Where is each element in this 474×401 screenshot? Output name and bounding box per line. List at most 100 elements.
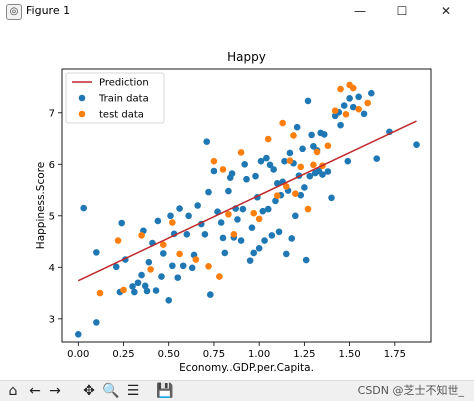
test-data-point bbox=[176, 250, 183, 258]
legend-train-marker bbox=[78, 94, 86, 102]
train-data-point bbox=[266, 161, 274, 169]
navigation-toolbar: ⌂ ← → ✥ 🔍 ☰ 💾 CSDN @芝士不知世_ bbox=[0, 380, 474, 401]
test-data-point bbox=[120, 286, 127, 294]
test-data-point bbox=[364, 99, 371, 107]
train-data-point bbox=[368, 89, 375, 97]
train-data-point bbox=[179, 262, 187, 270]
train-data-point bbox=[214, 208, 221, 215]
train-data-point bbox=[288, 235, 296, 242]
test-data-point bbox=[210, 157, 218, 165]
forward-arrow-icon[interactable]: → bbox=[49, 383, 61, 399]
legend-test-marker bbox=[78, 110, 86, 118]
train-data-point bbox=[263, 154, 270, 162]
train-data-point bbox=[324, 168, 332, 175]
x-tick-label: 1.25 bbox=[293, 349, 315, 360]
minimize-button[interactable]: — bbox=[354, 4, 366, 18]
maximize-button[interactable]: ☐ bbox=[396, 4, 408, 18]
train-data-point bbox=[344, 157, 352, 165]
axes-frame bbox=[61, 68, 432, 343]
test-data-point bbox=[324, 142, 332, 150]
train-data-point bbox=[252, 172, 259, 180]
test-data-point bbox=[337, 85, 344, 93]
x-tick-label: 0.75 bbox=[203, 349, 225, 360]
train-data-point bbox=[319, 171, 326, 178]
train-data-point bbox=[346, 95, 353, 102]
train-data-point bbox=[281, 157, 288, 165]
test-data-point bbox=[282, 183, 290, 190]
x-tick-label: 1.75 bbox=[384, 349, 406, 360]
test-data-point bbox=[225, 210, 232, 218]
train-data-point bbox=[74, 330, 82, 338]
train-data-point bbox=[194, 202, 201, 209]
train-data-point bbox=[217, 219, 225, 226]
zoom-icon[interactable]: 🔍 bbox=[102, 383, 120, 399]
train-data-point bbox=[228, 170, 236, 177]
train-data-point bbox=[250, 249, 258, 257]
train-data-point bbox=[185, 212, 192, 220]
configure-subplots-icon[interactable]: ☰ bbox=[126, 383, 140, 399]
test-data-point bbox=[255, 215, 263, 223]
train-data-point bbox=[143, 287, 151, 295]
chart-svg: Happy 0.00 0.25 0.50 0.75 1.00 1.25 1.50 1.75 3 4 5… bbox=[35, 50, 432, 374]
x-axis-label: Economy..GDP.per.Capita. bbox=[179, 362, 314, 374]
train-data-point bbox=[134, 279, 142, 287]
train-data-point bbox=[145, 258, 153, 266]
pan-icon[interactable]: ✥ bbox=[83, 383, 95, 399]
train-data-point bbox=[328, 194, 335, 202]
train-data-point bbox=[152, 287, 160, 294]
train-data-point bbox=[129, 283, 136, 290]
train-data-point bbox=[293, 123, 301, 131]
save-icon[interactable]: 💾 bbox=[156, 383, 174, 399]
test-data-point bbox=[250, 209, 258, 217]
back-arrow-icon[interactable]: ← bbox=[29, 383, 41, 399]
train-data-point bbox=[241, 160, 248, 168]
train-data-point bbox=[413, 141, 420, 149]
test-data-point bbox=[310, 161, 317, 169]
prediction-line bbox=[77, 120, 417, 282]
train-data-point bbox=[360, 110, 368, 118]
home-icon[interactable]: ⌂ bbox=[8, 383, 18, 399]
x-tick-label: 1.50 bbox=[338, 349, 360, 360]
train-data-point bbox=[302, 256, 310, 264]
train-data-point bbox=[246, 257, 254, 264]
train-data-point bbox=[248, 224, 256, 231]
train-data-point bbox=[165, 296, 173, 304]
train-data-point bbox=[118, 219, 125, 227]
train-data-point bbox=[304, 97, 312, 105]
train-data-point bbox=[158, 273, 165, 280]
close-button[interactable]: ✕ bbox=[440, 4, 452, 18]
test-data-point bbox=[219, 166, 227, 173]
train-data-point bbox=[201, 231, 209, 238]
train-data-point bbox=[308, 131, 315, 139]
test-data-point bbox=[292, 190, 299, 197]
x-tick-label: 0.50 bbox=[158, 349, 180, 360]
x-tick-label: 1.00 bbox=[248, 349, 270, 360]
test-data-point bbox=[331, 107, 339, 115]
test-data-point bbox=[138, 232, 145, 239]
train-data-point bbox=[270, 166, 277, 173]
train-data-point bbox=[355, 93, 362, 101]
plot-area: Happy 0.00 0.25 0.50 0.75 1.00 1.25 1.50 1.75 3 4 5… bbox=[0, 22, 474, 380]
test-data-point bbox=[237, 149, 245, 156]
train-data-point bbox=[80, 204, 88, 212]
test-data-point bbox=[159, 241, 167, 248]
test-data-point bbox=[273, 192, 281, 200]
train-data-point bbox=[237, 237, 245, 244]
y-tick-label: 7 bbox=[49, 108, 55, 119]
test-data-point bbox=[114, 237, 122, 244]
train-data-point bbox=[210, 167, 218, 175]
x-tick-label: 0.00 bbox=[67, 349, 89, 360]
train-data-point bbox=[264, 205, 272, 213]
legend-test-label: test data bbox=[99, 110, 144, 121]
train-data-point bbox=[272, 197, 279, 205]
test-data-point bbox=[192, 256, 200, 263]
test-data-point bbox=[205, 262, 212, 270]
train-data-point bbox=[183, 231, 191, 238]
y-tick-label: 3 bbox=[49, 314, 55, 325]
chart-title: Happy bbox=[227, 50, 266, 64]
train-data-point bbox=[297, 191, 305, 199]
test-data-point bbox=[304, 205, 312, 213]
train-data-point bbox=[93, 249, 100, 256]
train-data-point bbox=[257, 157, 265, 165]
